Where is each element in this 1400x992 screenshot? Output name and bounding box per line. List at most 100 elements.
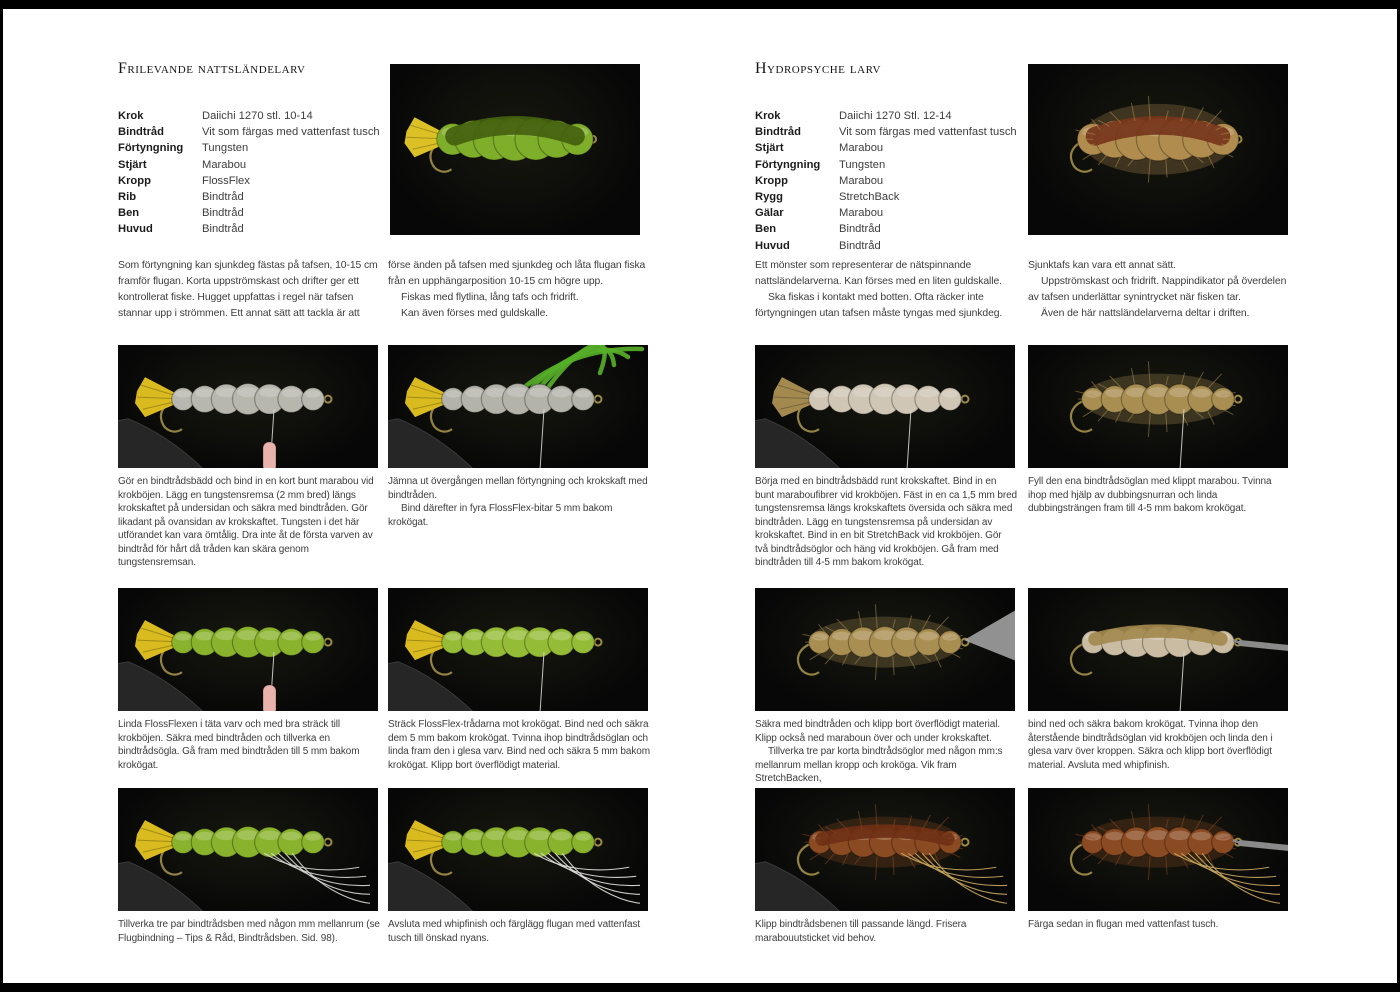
tying-step-4-left: Sträck FlossFlex-trådarna mot krokögat. … [388,588,650,772]
hero-photo-right [1028,64,1288,235]
pattern-title-left: Frilevande nattsländelarv [118,60,306,77]
intro-column-1-left: Som förtyngning kan sjunkdeg fästas på t… [118,258,384,322]
spec-value: Marabou [839,142,884,155]
hero-photo-left [390,64,640,235]
spec-label: Förtyngning [755,158,821,171]
pattern-title-right: Hydropsyche larv [755,60,881,77]
page-frame-left [0,0,3,992]
intro-paragraph: Som förtyngning kan sjunkdeg fästas på t… [118,260,378,319]
spec-value: Marabou [839,174,884,187]
spec-row: Ben Bindtråd [118,205,394,221]
tying-step-5-right: Klipp bindtrådsbenen till passande längd… [755,788,1015,945]
spec-row: Förtyngning Tungsten [118,140,394,156]
materials-table-left: Krok Daiichi 1270 stl. 10-14 Bindtråd Vit … [118,108,394,238]
spec-value: Bindtråd [202,191,244,204]
spec-value: Vit som färgas med vattenfast tusch [839,126,1017,139]
spec-row: Stjärt Marabou [118,157,394,173]
spec-value: Marabou [202,158,247,171]
step-caption: Börja med en bindtrådsbädd runt krokskaf… [755,476,1018,568]
spec-label: Huvud [755,239,790,252]
spec-row: Krok Daiichi 1270 Stl. 12-14 [755,108,1031,124]
intro-paragraph: Även de här nattsländelarverna deltar i … [1041,308,1250,319]
spec-value: Daiichi 1270 Stl. 12-14 [839,110,952,122]
step-caption: Fyll den ena bindtrådsöglan med klippt m… [1028,476,1272,514]
spec-row: Rygg StretchBack [755,189,1031,205]
intro-paragraph: Uppströmskast och fridrift. Nappindikato… [1028,276,1287,303]
tying-step-5-left: Tillverka tre par bindtrådsben med någon… [118,788,380,945]
spec-label: Krok [755,110,781,122]
spec-value: Bindtråd [202,207,244,220]
tying-step-6-left: Avsluta med whipfinish och färglägg flug… [388,788,648,945]
spec-row: Kropp Marabou [755,173,1031,189]
spec-row: Krok Daiichi 1270 stl. 10-14 [118,108,394,124]
spec-value: Tungsten [202,142,249,155]
step-photo [1028,588,1288,711]
spec-value: Bindtråd [839,239,881,252]
step-photo [388,788,648,911]
materials-table-right: Krok Daiichi 1270 Stl. 12-14 Bindtråd Vit … [755,108,1031,254]
tying-step-2-left: Jämna ut övergången mellan förtyngning o… [388,345,648,529]
step-caption: Klipp bindtrådsbenen till passande längd… [755,919,967,944]
spec-value: FlossFlex [202,174,250,187]
step-caption: Avsluta med whipfinish och färglägg flug… [388,919,641,944]
intro-paragraph: Kan även förses med guldskalle. [401,308,549,319]
spec-label: Kropp [118,174,151,187]
intro-column-2-right: Sjunktafs kan vara ett annat sätt. Uppst… [1028,258,1294,322]
spec-row: Rib Bindtråd [118,189,394,205]
intro-paragraph: Fiskas med flytlina, lång tafs och fridr… [401,292,579,303]
step-caption: Linda FlossFlexen i täta varv och med br… [118,719,360,771]
step-caption: bind ned och säkra bakom krokögat. Tvinn… [1028,719,1273,771]
step-photo [755,345,1015,468]
spec-label: Rygg [755,191,783,204]
tying-step-3-left: Linda FlossFlexen i täta varv och med br… [118,588,378,772]
spec-value: Bindtråd [839,223,881,236]
spec-label: Krok [118,110,144,122]
spec-row: Stjärt Marabou [755,140,1031,156]
step-photo [755,588,1015,711]
page-frame-right [1397,0,1400,992]
step-caption: Tillverka tre par bindtrådsben med någon… [118,919,380,944]
tying-step-3-right: Säkra med bindtråden och klipp bort över… [755,588,1015,786]
tying-step-2-right: Fyll den ena bindtrådsöglan med klippt m… [1028,345,1288,516]
step-photo [118,588,378,711]
intro-column-2-left: förse änden på tafsen med sjunkdeg och l… [388,258,654,322]
intro-paragraph: förse änden på tafsen med sjunkdeg och l… [388,260,646,287]
spec-value: Marabou [839,207,884,220]
spec-row: Bindtråd Vit som färgas med vattenfast tu… [755,124,1031,140]
step-photo [755,788,1015,911]
spec-value: Daiichi 1270 stl. 10-14 [202,110,313,122]
intro-column-1-right: Ett mönster som representerar de nätspin… [755,258,1021,322]
spec-label: Gälar [755,207,784,220]
spec-row: Huvud Bindtråd [118,221,394,237]
step-caption: Färga sedan in flugan med vattenfast tus… [1028,919,1219,930]
step-photo [388,345,648,468]
spec-label: Förtyngning [118,142,184,155]
step-photo [1028,788,1288,911]
step-caption: Jämna ut övergången mellan förtyngning o… [388,476,648,528]
spec-row: Gälar Marabou [755,205,1031,221]
spec-row: Förtyngning Tungsten [755,157,1031,173]
spec-row: Kropp FlossFlex [118,173,394,189]
spec-label: Kropp [755,174,788,187]
tying-step-4-right: bind ned och säkra bakom krokögat. Tvinn… [1028,588,1288,772]
step-caption: Säkra med bindtråden och klipp bort över… [755,719,1003,784]
page-frame-top [0,0,1400,9]
intro-paragraph: Sjunktafs kan vara ett annat sätt. [1028,260,1176,271]
tying-step-1-right: Börja med en bindtrådsbädd runt krokskaf… [755,345,1018,570]
spec-value: Tungsten [839,158,886,171]
tying-step-6-right: Färga sedan in flugan med vattenfast tus… [1028,788,1288,932]
spec-label: Ben [118,207,140,220]
step-caption: Gör en bindtrådsbädd och bind in en kort… [118,476,374,568]
page-frame-bottom [0,983,1400,992]
spec-row: Huvud Bindtråd [755,238,1031,254]
step-photo [388,588,648,711]
spec-value: Bindtråd [202,223,244,236]
intro-paragraph: Ska fiskas i kontakt med botten. Ofta rä… [755,292,1003,319]
intro-paragraph: Ett mönster som representerar de nätspin… [755,260,1002,287]
spec-label: Ben [755,223,777,236]
spec-label: Stjärt [118,158,147,171]
spec-label: Rib [118,191,137,204]
spec-value: Vit som färgas med vattenfast tusch [202,126,380,139]
step-photo [1028,345,1288,468]
